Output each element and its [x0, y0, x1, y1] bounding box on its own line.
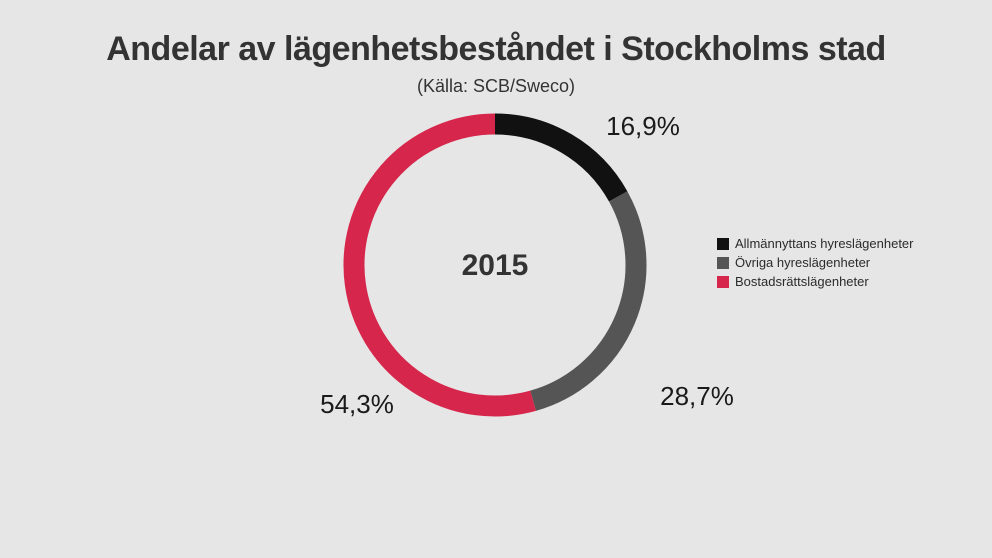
legend-item: Övriga hyreslägenheter [717, 253, 914, 272]
legend-label: Allmännyttans hyreslägenheter [735, 236, 914, 251]
center-year-label: 2015 [462, 249, 529, 282]
legend: Allmännyttans hyreslägenheter Övriga hyre… [717, 234, 914, 291]
legend-label: Övriga hyreslägenheter [735, 255, 871, 270]
slice-value-label-3: 54,3% [320, 389, 394, 419]
legend-item: Allmännyttans hyreslägenheter [717, 234, 914, 253]
slice-value-label-2: 28,7% [660, 381, 734, 411]
legend-label: Bostadsrättslägenheter [735, 274, 869, 289]
legend-swatch [717, 275, 729, 288]
chart-title: Andelar av lägenhetsbeståndet i Stockhol… [106, 30, 886, 68]
donut-slice-2 [530, 191, 647, 411]
donut-slice-3 [343, 113, 536, 417]
slice-value-label-1: 16,9% [606, 111, 680, 141]
donut-slice-1 [494, 113, 628, 202]
legend-swatch [717, 256, 729, 269]
chart-subtitle: (Källa: SCB/Sweco) [416, 76, 576, 96]
legend-item: Bostadsrättslägenheter [717, 272, 914, 291]
legend-swatch [717, 237, 729, 250]
